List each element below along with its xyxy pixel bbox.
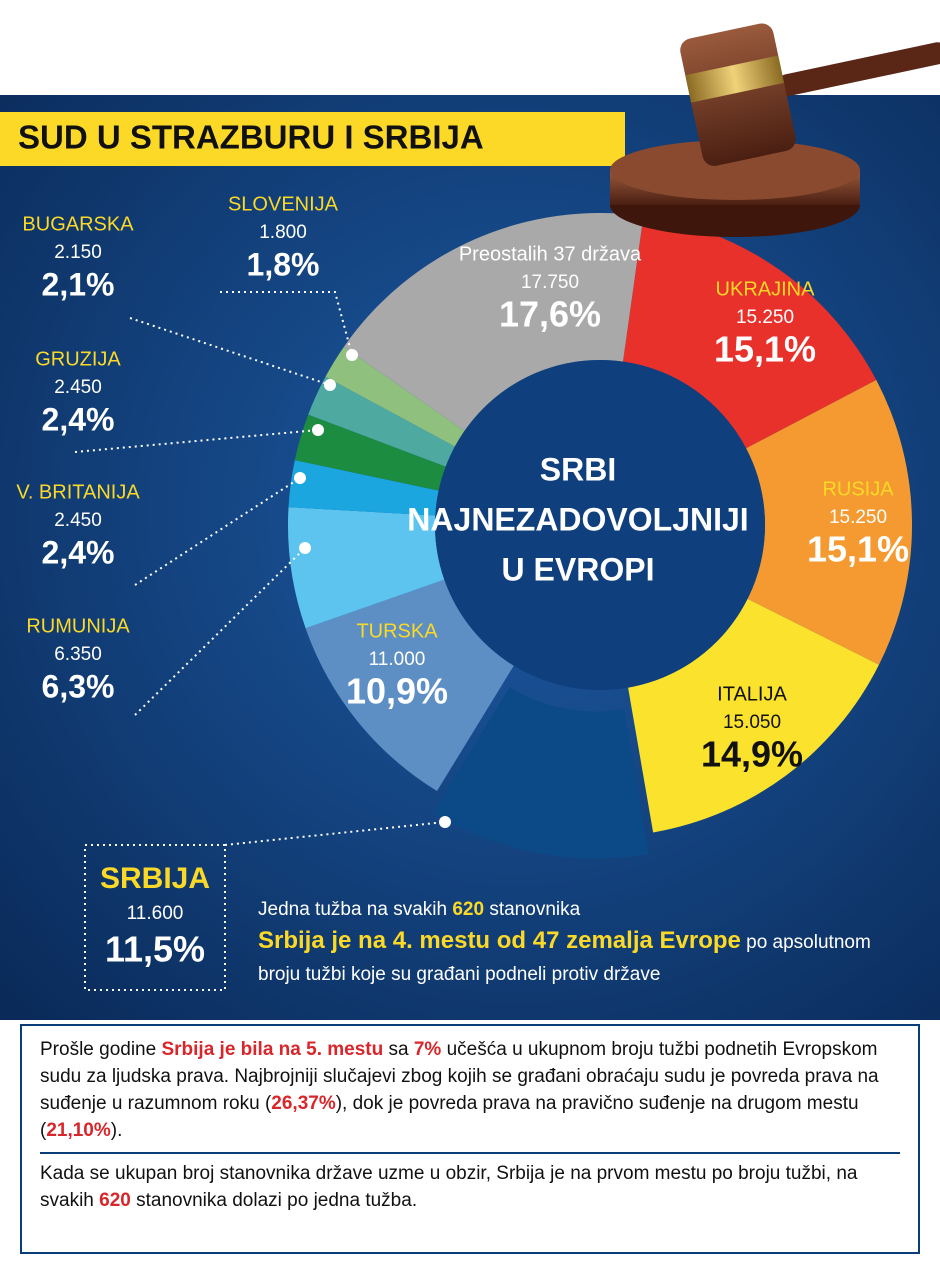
text-run: Prošle godine xyxy=(40,1039,162,1060)
center-line: SRBI xyxy=(540,451,616,487)
leader-line xyxy=(134,547,306,716)
highlight: 21,10% xyxy=(46,1120,111,1141)
slice xyxy=(432,687,649,859)
category-label: TURSKA xyxy=(356,620,438,642)
count-label: 1.800 xyxy=(259,222,307,243)
summary-line: Srbija je na 4. mestu od 47 zemalja Evro… xyxy=(258,925,908,991)
gavel xyxy=(610,23,940,237)
count-label: 11.600 xyxy=(127,903,184,924)
slice xyxy=(622,216,877,449)
highlight: 620 xyxy=(99,1190,131,1211)
note-paragraph: Prošle godine Srbija je bila na 5. mestu… xyxy=(40,1036,900,1144)
title-bar xyxy=(0,112,625,166)
notes-panel: Prošle godine Srbija je bila na 5. mestu… xyxy=(20,1024,920,1254)
percent-label: 17,6% xyxy=(499,294,601,335)
chart: SUD U STRAZBURU I SRBIJA SRBI NAJNEZADOVO… xyxy=(0,23,940,1020)
percent-label: 10,9% xyxy=(346,671,448,712)
count-label: 15.250 xyxy=(829,507,887,528)
divider xyxy=(40,1152,900,1154)
percent-label: 2,4% xyxy=(42,401,115,437)
slice xyxy=(305,579,514,792)
percent-label: 14,9% xyxy=(701,734,803,775)
slice xyxy=(343,213,644,431)
count-label: 17.750 xyxy=(521,272,579,293)
summary-line: Jedna tužba na svakih 620 stanovnika xyxy=(258,895,908,925)
donut-hole xyxy=(435,360,765,690)
text-run: sa xyxy=(383,1039,414,1060)
leader-line xyxy=(220,291,353,356)
count-label: 15.050 xyxy=(723,712,781,733)
text-run: po apsolutnom broju tužbi koje su građan… xyxy=(258,932,871,985)
highlight: Srbija je na 4. mestu od 47 zemalja Evro… xyxy=(258,927,741,954)
slice xyxy=(628,598,879,833)
percent-label: 2,1% xyxy=(42,266,115,302)
leader-dot xyxy=(312,424,324,436)
leader-line xyxy=(134,477,301,586)
leader-dot xyxy=(294,472,306,484)
center-text: SRBI NAJNEZADOVOLJNIJI U EVROPI xyxy=(407,451,748,587)
percent-label: 15,1% xyxy=(714,329,816,370)
donut xyxy=(288,213,912,859)
category-label: GRUZIJA xyxy=(35,348,121,370)
text-run: Jedna tužba na svakih xyxy=(258,899,453,920)
count-label: 2.150 xyxy=(54,242,102,263)
percent-label: 15,1% xyxy=(807,529,909,570)
leader-dot xyxy=(439,816,451,828)
category-label: ITALIJA xyxy=(717,683,787,705)
srbija-box xyxy=(84,844,226,991)
slice xyxy=(288,460,439,516)
text-run: Kada se ukupan broj stanovnika države uz… xyxy=(40,1163,858,1211)
leader-dot xyxy=(299,542,311,554)
count-label: 2.450 xyxy=(54,377,102,398)
highlight: Srbija je bila na 5. mestu xyxy=(161,1039,384,1060)
text-run: stanovnika xyxy=(484,899,581,920)
category-label: RUSIJA xyxy=(822,478,894,500)
percent-label: 6,3% xyxy=(42,668,115,704)
count-label: 15.250 xyxy=(736,307,794,328)
note-paragraph: Kada se ukupan broj stanovnika države uz… xyxy=(40,1160,900,1214)
category-label: BUGARSKA xyxy=(22,213,134,235)
category-label: UKRAJINA xyxy=(716,278,816,300)
slice xyxy=(325,346,465,447)
highlight: 620 xyxy=(452,899,485,920)
text-run: ). xyxy=(110,1120,123,1141)
leader-dot xyxy=(324,379,336,391)
count-label: 11.000 xyxy=(369,649,426,670)
category-label: V. BRITANIJA xyxy=(16,481,140,503)
center-line: NAJNEZADOVOLJNIJI xyxy=(407,501,748,537)
highlight: 26,37% xyxy=(271,1093,336,1114)
count-label: 2.450 xyxy=(54,510,102,531)
text-run: učešća u ukupnom broju tužbi podnetih Ev… xyxy=(40,1039,879,1114)
category-label: Preostalih 37 država xyxy=(459,243,642,265)
percent-label: 2,4% xyxy=(42,534,115,570)
summary: Jedna tužba na svakih 620 stanovnika Srbi… xyxy=(258,895,908,991)
percent-label: 1,8% xyxy=(247,246,320,282)
count-label: 6.350 xyxy=(54,644,102,665)
chart-title: SUD U STRAZBURU I SRBIJA xyxy=(18,119,484,156)
slice xyxy=(308,376,455,467)
slice xyxy=(746,379,912,665)
leader-dot xyxy=(346,349,358,361)
text-run: stanovnika dolazi po jedna tužba. xyxy=(130,1190,418,1211)
category-label: SLOVENIJA xyxy=(228,193,339,215)
text-run: ), dok je povreda prava na pravično suđe… xyxy=(40,1093,859,1141)
leader-line xyxy=(224,821,446,846)
leader-line xyxy=(74,429,319,453)
center-line: U EVROPI xyxy=(502,551,655,587)
highlight: 7% xyxy=(413,1039,442,1060)
percent-label: 11,5% xyxy=(105,929,205,970)
category-label: SRBIJA xyxy=(100,862,210,895)
slice xyxy=(294,414,446,491)
slice xyxy=(288,507,445,629)
leader-line xyxy=(129,317,331,386)
category-label: RUMUNIJA xyxy=(26,615,130,637)
